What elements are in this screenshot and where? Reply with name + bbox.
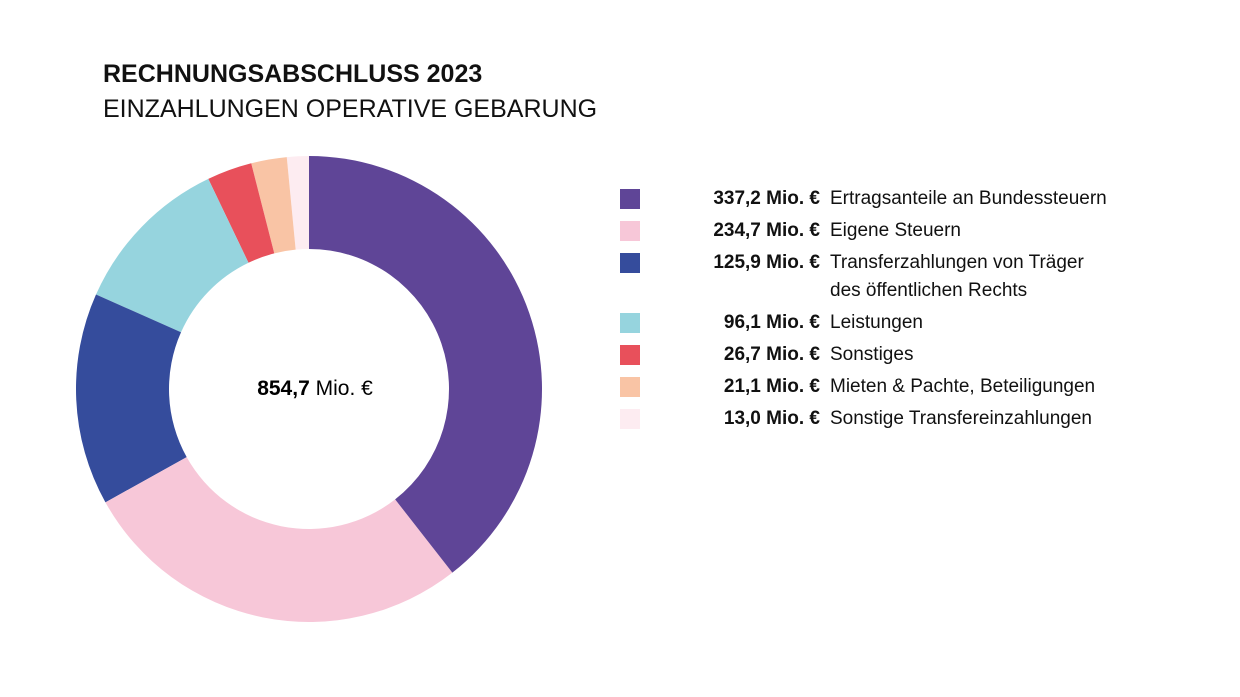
legend-swatch [620,345,640,365]
legend-swatch [620,253,640,273]
legend-value: 21,1 Mio. € [723,376,820,397]
legend-value: 26,7 Mio. € [723,344,820,365]
legend-label: Transferzahlungen von Träger des öffentl… [830,252,1084,301]
legend-label: Leistungen [830,312,923,333]
legend-value: 337,2 Mio. € [713,188,820,209]
legend-swatch [620,377,640,397]
center-total: 854,7 Mio. € [257,377,373,400]
legend-label: Sonstige Transfereinzahlungen [830,408,1092,429]
donut-slice [309,156,542,573]
donut-slice [286,156,309,250]
donut-slice [76,294,187,503]
total-unit: Mio. € [316,377,374,400]
legend: 337,2 Mio. € Ertragsanteile an Bundessteu… [620,185,1115,433]
legend-value: 13,0 Mio. € [723,408,820,429]
legend-swatch [620,313,640,333]
legend-value: 125,9 Mio. € [713,252,820,273]
donut-slice [96,178,249,333]
legend-label: Mieten & Pachte, Beteiligungen [830,376,1096,397]
legend-swatch [620,189,640,209]
total-value: 854,7 [257,377,310,400]
chart-subtitle: EINZAHLUNGEN OPERATIVE GEBARUNG [103,95,598,123]
legend-label: Sonstiges [830,344,914,365]
legend-label: Ertragsanteile an Bundessteuern [830,188,1107,209]
donut-slice [251,157,296,254]
legend-swatch [620,221,640,241]
donut-slice [208,163,275,263]
chart-title: RECHNUNGSABSCHLUSS 2023 [103,60,483,88]
legend-label: Eigene Steuern [830,220,961,241]
legend-value: 96,1 Mio. € [723,312,820,333]
donut-slice [105,457,453,622]
legend-value: 234,7 Mio. € [713,220,820,241]
legend-swatch [620,409,640,429]
